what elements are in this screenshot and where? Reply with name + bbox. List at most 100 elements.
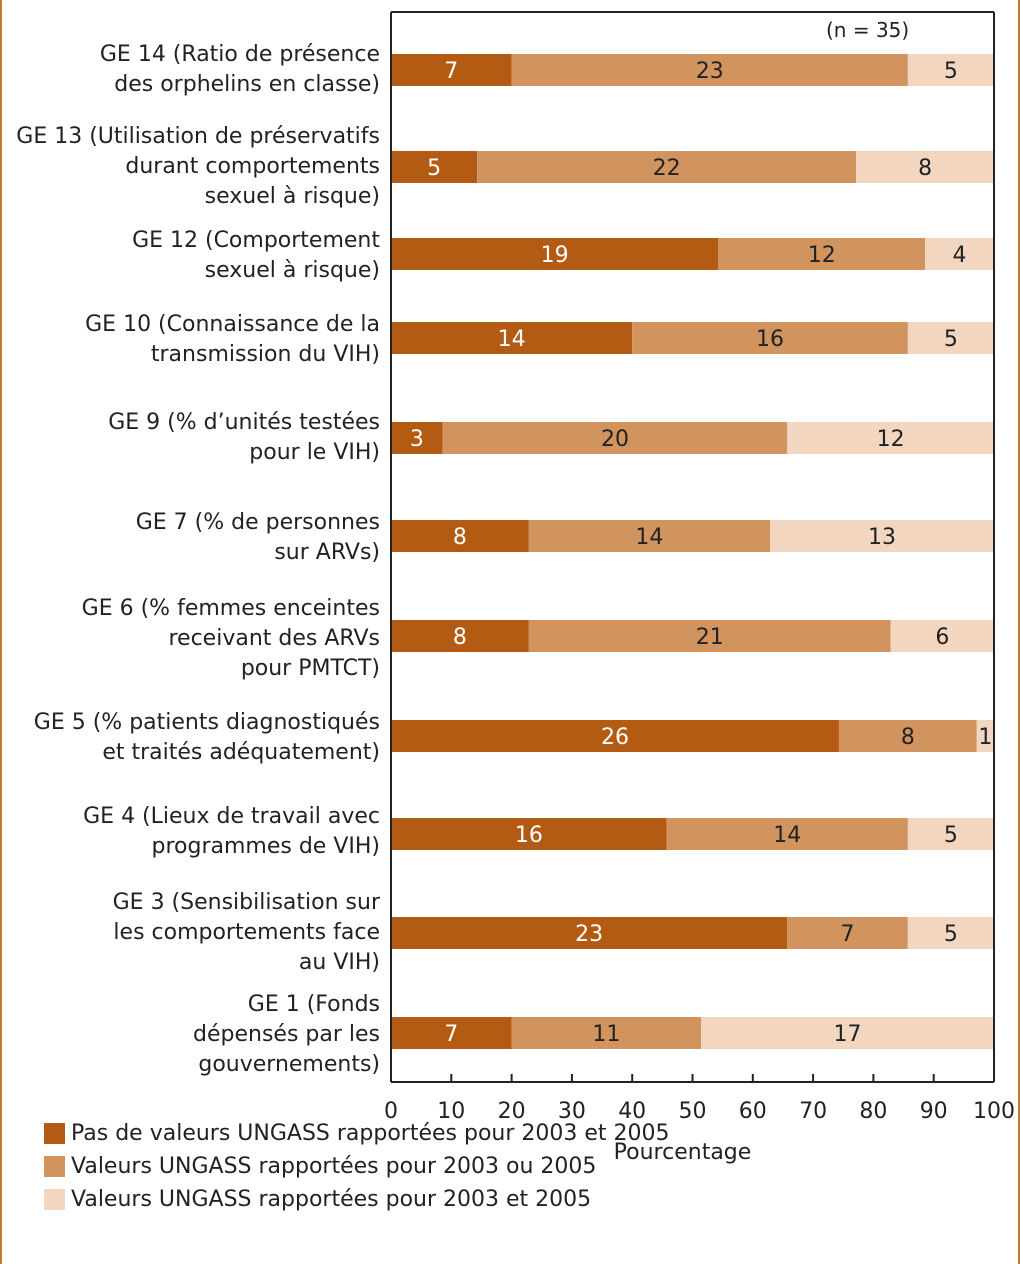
data-label-both: 1: [978, 725, 992, 750]
bar-segment-none: [391, 917, 788, 949]
bar-segment-none: [391, 422, 443, 454]
bar-segment-either: [838, 720, 977, 752]
x-tick-label: 80: [859, 1099, 887, 1124]
data-label-none: 8: [453, 525, 467, 550]
legend-item-none: Pas de valeurs UNGASS rapportées pour 20…: [44, 1117, 670, 1150]
bar-segment-either: [511, 54, 908, 86]
data-label-both: 5: [944, 327, 958, 352]
legend-item-either: Valeurs UNGASS rapportées pour 2003 ou 2…: [44, 1150, 670, 1183]
bar-segment-none: [391, 818, 667, 850]
x-tick-label: 40: [618, 1099, 646, 1124]
bar-segment-either: [787, 917, 908, 949]
bar-segment-either: [442, 422, 788, 454]
data-label-none: 3: [410, 427, 424, 452]
data-label-none: 8: [453, 625, 467, 650]
legend-swatch-either: [44, 1156, 65, 1177]
data-label-none: 23: [575, 922, 603, 947]
bar-segment-either: [666, 818, 908, 850]
x-tick-label: 90: [920, 1099, 948, 1124]
bar-segment-none: [391, 720, 839, 752]
data-label-none: 7: [444, 1022, 458, 1047]
data-label-both: 6: [935, 625, 949, 650]
legend: Pas de valeurs UNGASS rapportées pour 20…: [44, 1117, 670, 1216]
bar-segment-both: [770, 520, 994, 552]
category-label: GE 14 (Ratio de présence des orphelins e…: [99, 42, 380, 97]
data-label-either: 14: [635, 525, 663, 550]
x-tick-label: 50: [679, 1099, 707, 1124]
bar-segment-both: [701, 1017, 994, 1049]
data-label-both: 12: [877, 427, 905, 452]
bar-segment-none: [391, 520, 529, 552]
bar-segment-either: [511, 1017, 702, 1049]
data-label-both: 5: [944, 59, 958, 84]
category-label: GE 6 (% femmes enceintes receivant des A…: [81, 596, 380, 681]
data-label-both: 5: [944, 823, 958, 848]
bar-segment-both: [856, 151, 994, 183]
category-label: GE 13 (Utilisation de préservatifs duran…: [16, 124, 380, 209]
data-label-either: 23: [696, 59, 724, 84]
data-label-either: 21: [696, 625, 724, 650]
category-label: GE 7 (% de personnes sur ARVs): [135, 510, 380, 565]
bar-segment-either: [528, 520, 771, 552]
data-label-either: 16: [756, 327, 784, 352]
bar-segment-none: [391, 1017, 512, 1049]
data-label-either: 20: [601, 427, 629, 452]
data-label-both: 5: [944, 922, 958, 947]
x-tick-label: 10: [437, 1099, 465, 1124]
bar-segment-either: [718, 238, 926, 270]
x-axis-title: Pourcentage: [614, 1140, 752, 1165]
bar-segment-either: [477, 151, 857, 183]
bar-segment-both: [907, 54, 994, 86]
bar-segment-both: [925, 238, 994, 270]
data-label-none: 26: [601, 725, 629, 750]
data-label-either: 12: [808, 243, 836, 268]
bar-segment-either: [632, 322, 908, 354]
bar-segment-none: [391, 54, 512, 86]
bar-segment-both: [907, 818, 994, 850]
sample-size-note: (n = 35): [826, 18, 910, 42]
legend-label-both: Valeurs UNGASS rapportées pour 2003 et 2…: [71, 1187, 592, 1212]
x-tick-label: 30: [558, 1099, 586, 1124]
data-label-either: 7: [841, 922, 855, 947]
category-label: GE 10 (Connaissance de la transmission d…: [85, 312, 380, 367]
legend-swatch-both: [44, 1189, 65, 1210]
data-label-either: 11: [592, 1022, 620, 1047]
bar-segment-both: [907, 322, 994, 354]
x-tick-label: 70: [799, 1099, 827, 1124]
data-label-both: 4: [953, 243, 967, 268]
data-label-none: 19: [541, 243, 569, 268]
bar-segment-both: [907, 917, 994, 949]
data-label-either: 14: [773, 823, 801, 848]
category-label: GE 3 (Sensibilisation sur les comporteme…: [112, 890, 380, 975]
x-tick-label: 20: [498, 1099, 526, 1124]
data-label-none: 14: [498, 327, 526, 352]
data-label-both: 13: [868, 525, 896, 550]
data-label-none: 16: [515, 823, 543, 848]
bar-segment-both: [976, 720, 994, 752]
category-label: GE 1 (Fonds dépensés par les gouvernemen…: [193, 992, 380, 1077]
category-label: GE 9 (% d’unités testées pour le VIH): [108, 410, 380, 465]
x-tick-label: 100: [973, 1099, 1015, 1124]
bar-segment-both: [787, 422, 994, 454]
data-label-none: 5: [427, 156, 441, 181]
bar-segment-both: [890, 620, 994, 652]
data-label-both: 17: [834, 1022, 862, 1047]
bar-segment-none: [391, 322, 633, 354]
bar-segment-none: [391, 238, 719, 270]
category-label: GE 12 (Comportement sexuel à risque): [132, 228, 380, 283]
bar-segment-none: [391, 620, 529, 652]
bar-segment-either: [528, 620, 891, 652]
data-label-either: 22: [653, 156, 681, 181]
x-tick-label: 60: [739, 1099, 767, 1124]
data-label-either: 8: [901, 725, 915, 750]
data-label-none: 7: [444, 59, 458, 84]
legend-item-both: Valeurs UNGASS rapportées pour 2003 et 2…: [44, 1183, 670, 1216]
data-label-both: 8: [918, 156, 932, 181]
category-label: GE 5 (% patients diagnostiqués et traité…: [33, 710, 380, 765]
bar-segment-none: [391, 151, 478, 183]
category-label: GE 4 (Lieux de travail avec programmes d…: [83, 804, 380, 859]
legend-swatch-none: [44, 1123, 65, 1144]
legend-label-either: Valeurs UNGASS rapportées pour 2003 ou 2…: [71, 1154, 597, 1179]
